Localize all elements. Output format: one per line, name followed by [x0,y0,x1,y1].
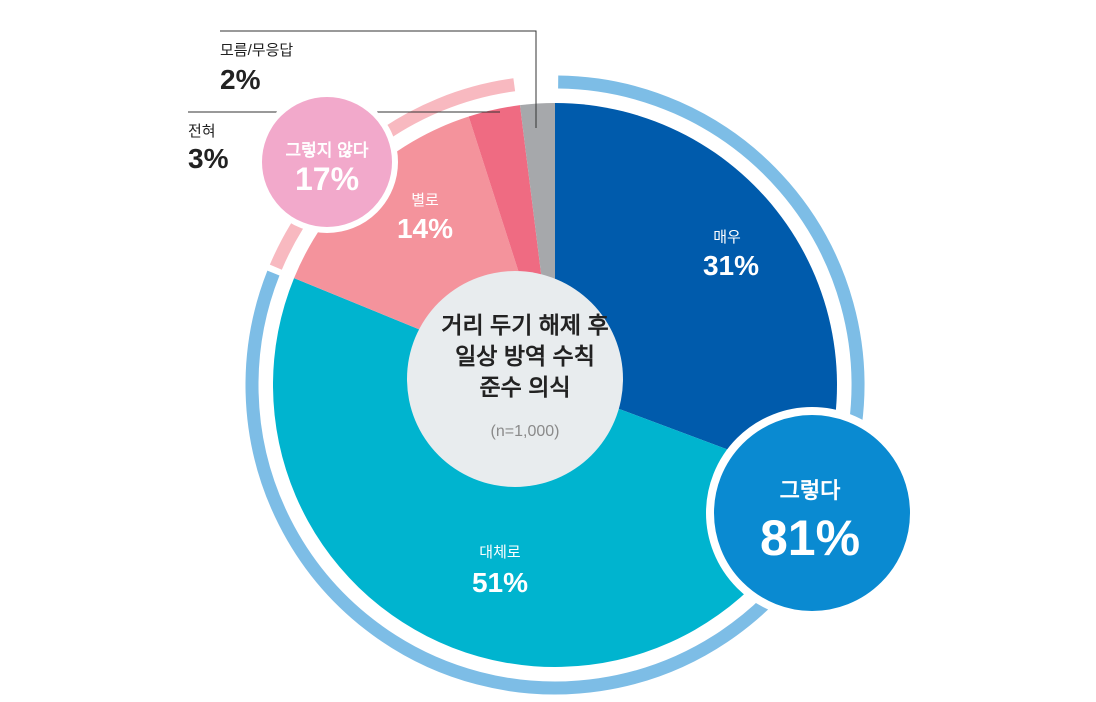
center-subtitle: (n=1,000) [491,423,560,440]
ext-value-moreum: 2% [220,64,261,95]
center-title-line-3: 준수 의식 [479,374,570,400]
slice-label-byeolro: 별로 [411,192,439,209]
leader-moreum [220,30,537,128]
summary-circle-yes [706,407,918,619]
summary-label-no: 그렇지 않다 [286,141,369,160]
center-title-line-1: 거리 두기 해제 후 [441,312,608,338]
ext-value-jeonhyeo: 3% [188,143,229,174]
slice-value-daecheoro: 51% [472,567,528,598]
summary-label-yes: 그렇다 [780,478,841,503]
summary-circle-no [256,91,398,233]
ring-yes-group [245,75,865,695]
summary-value-no: 17% [295,161,359,197]
center-disc [407,271,623,487]
summary-value-yes: 81% [760,510,860,566]
slice-value-maeu: 31% [703,250,759,281]
ext-label-moreum: 모름/무응답 [220,42,293,59]
ext-label-jeonhyeo: 전혀 [188,123,216,140]
slice-value-byeolro: 14% [397,213,453,244]
center-title-line-2: 일상 방역 수칙 [455,343,595,369]
slice-maeu [555,103,837,484]
slice-label-maeu: 매우 [713,229,741,246]
slice-label-daecheoro: 대체로 [479,544,521,561]
